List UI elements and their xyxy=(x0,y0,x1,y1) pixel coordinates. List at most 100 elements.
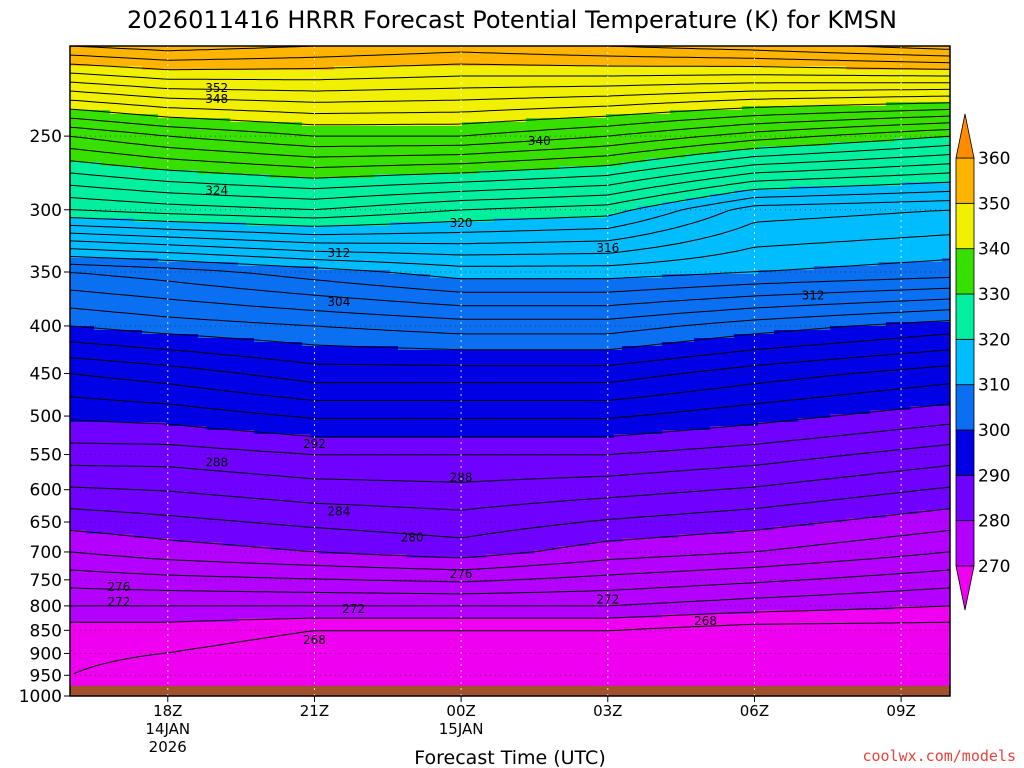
field-cell xyxy=(134,78,143,83)
field-cell xyxy=(134,186,143,191)
field-cell xyxy=(70,398,79,403)
field-cell xyxy=(126,322,135,327)
field-cell xyxy=(110,142,119,147)
field-cell xyxy=(110,394,119,399)
field-cell xyxy=(302,538,311,543)
field-cell xyxy=(238,442,247,447)
field-cell xyxy=(214,94,223,99)
field-cell xyxy=(150,130,159,135)
field-cell xyxy=(206,178,215,183)
field-cell xyxy=(94,322,103,327)
field-cell xyxy=(294,46,303,51)
field-cell xyxy=(134,290,143,295)
field-cell xyxy=(174,410,183,415)
field-cell xyxy=(246,210,255,215)
field-cell xyxy=(174,454,183,459)
field-cell xyxy=(78,242,87,247)
field-cell xyxy=(94,302,103,307)
field-cell xyxy=(254,386,263,391)
field-cell xyxy=(110,410,119,415)
field-cell xyxy=(254,554,263,559)
field-cell xyxy=(174,554,183,559)
field-cell xyxy=(94,206,103,211)
field-cell xyxy=(278,510,287,515)
field-cell xyxy=(246,542,255,547)
field-cell xyxy=(70,506,79,511)
field-cell xyxy=(222,390,231,395)
field-cell xyxy=(294,678,303,683)
field-cell xyxy=(70,434,79,439)
field-cell xyxy=(174,166,183,171)
field-cell xyxy=(246,382,255,387)
field-cell xyxy=(86,338,95,343)
field-cell xyxy=(238,338,247,343)
field-cell xyxy=(222,630,231,635)
field-cell xyxy=(230,146,239,151)
field-cell xyxy=(134,598,143,603)
field-cell xyxy=(302,574,311,579)
field-cell xyxy=(302,474,311,479)
field-cell xyxy=(150,162,159,167)
field-cell xyxy=(86,450,95,455)
field-cell xyxy=(86,170,95,175)
field-cell xyxy=(238,402,247,407)
field-cell xyxy=(230,418,239,423)
field-cell xyxy=(182,286,191,291)
field-cell xyxy=(86,242,95,247)
field-cell xyxy=(230,166,239,171)
field-cell xyxy=(102,134,111,139)
field-cell xyxy=(302,230,311,235)
field-cell xyxy=(190,154,199,159)
field-cell xyxy=(310,394,319,399)
field-cell xyxy=(238,650,247,655)
field-cell xyxy=(70,282,79,287)
field-cell xyxy=(142,618,151,623)
field-cell xyxy=(118,566,127,571)
field-cell xyxy=(118,118,127,123)
field-cell xyxy=(254,146,263,151)
field-cell xyxy=(230,138,239,143)
field-cell xyxy=(118,226,127,231)
field-cell xyxy=(262,166,271,171)
field-cell xyxy=(102,566,111,571)
field-cell xyxy=(262,342,271,347)
field-cell xyxy=(126,330,135,335)
field-cell xyxy=(158,378,167,383)
field-cell xyxy=(174,674,183,679)
field-cell xyxy=(174,650,183,655)
field-cell xyxy=(158,306,167,311)
field-cell xyxy=(158,374,167,379)
field-cell xyxy=(198,662,207,667)
field-cell xyxy=(230,410,239,415)
field-cell xyxy=(246,110,255,115)
field-cell xyxy=(158,102,167,107)
field-cell xyxy=(102,466,111,471)
field-cell xyxy=(286,382,295,387)
field-cell xyxy=(198,166,207,171)
field-cell xyxy=(134,430,143,435)
field-cell xyxy=(310,498,319,503)
field-cell xyxy=(262,498,271,503)
field-cell xyxy=(150,502,159,507)
field-cell xyxy=(78,510,87,515)
field-cell xyxy=(182,562,191,567)
field-cell xyxy=(222,546,231,551)
field-cell xyxy=(278,486,287,491)
field-cell xyxy=(262,274,271,279)
field-cell xyxy=(302,670,311,675)
field-cell xyxy=(198,670,207,675)
field-cell xyxy=(310,654,319,659)
field-cell xyxy=(110,358,119,363)
field-cell xyxy=(254,562,263,567)
field-cell xyxy=(78,626,87,631)
field-cell xyxy=(86,118,95,123)
field-cell xyxy=(158,578,167,583)
field-cell xyxy=(158,94,167,99)
field-cell xyxy=(94,310,103,315)
field-cell xyxy=(302,598,311,603)
field-cell xyxy=(134,646,143,651)
field-cell xyxy=(94,394,103,399)
field-cell xyxy=(142,58,151,63)
field-cell xyxy=(102,606,111,611)
field-cell xyxy=(118,174,127,179)
